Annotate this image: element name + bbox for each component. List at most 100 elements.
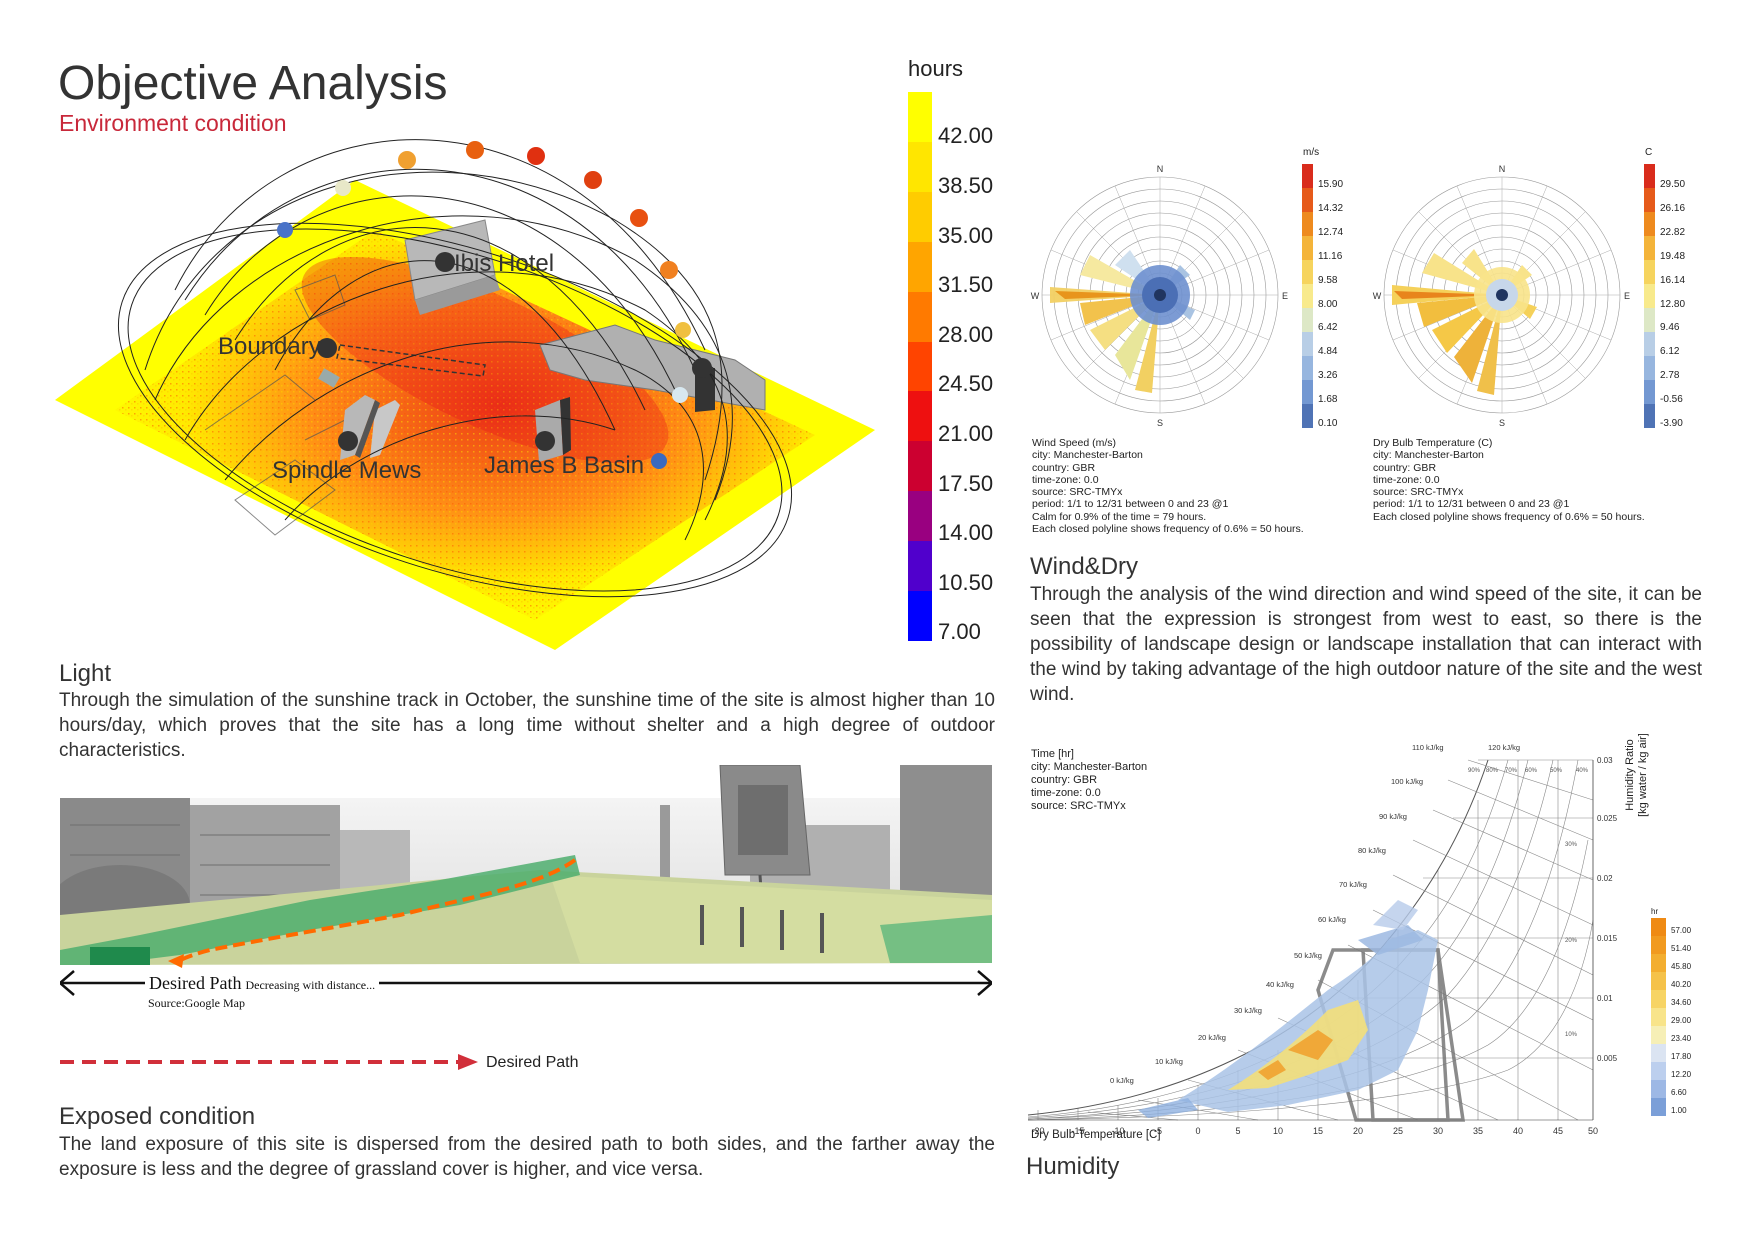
svg-text:70%: 70% xyxy=(1505,768,1518,774)
label-ibis-hotel: Ibis Hotel xyxy=(454,250,555,277)
wind-compass-s: S xyxy=(1157,418,1163,428)
page-title: Objective Analysis xyxy=(58,57,448,110)
photo-caption: Desired Path Decreasing with distance... xyxy=(145,973,380,994)
page-subtitle: Environment condition xyxy=(59,110,287,136)
wind-compass-w: W xyxy=(1031,291,1040,301)
svg-text:40%: 40% xyxy=(1576,768,1589,774)
desired-path-legend-label: Desired Path xyxy=(486,1054,579,1071)
label-james-b-basin: James B Basin xyxy=(484,452,645,479)
svg-text:-5: -5 xyxy=(1154,1126,1162,1136)
svg-text:50 kJ/kg: 50 kJ/kg xyxy=(1294,951,1322,960)
wind-dry-heading: Wind&Dry xyxy=(1030,553,1139,580)
photo-source: Source:Google Map xyxy=(148,996,245,1010)
svg-text:0.025: 0.025 xyxy=(1597,814,1618,823)
temp-compass-s: S xyxy=(1499,418,1505,428)
desired-path-line xyxy=(173,858,577,965)
marker-ibis xyxy=(435,252,455,272)
svg-text:20%: 20% xyxy=(1565,938,1578,944)
psychro-xlabel: Dry Bulb Temperature [C] xyxy=(1031,1129,1161,1141)
wind-compass-n: N xyxy=(1157,164,1164,174)
svg-text:40: 40 xyxy=(1513,1126,1523,1136)
svg-text:20: 20 xyxy=(1353,1126,1363,1136)
svg-text:50%: 50% xyxy=(1550,768,1563,774)
wind-dry-body: Through the analysis of the wind directi… xyxy=(1030,584,1702,705)
temp-rose-meta: Dry Bulb Temperature (C) city: Mancheste… xyxy=(1373,437,1645,523)
svg-text:100 kJ/kg: 100 kJ/kg xyxy=(1391,777,1423,786)
label-spindle-mews: Spindle Mews xyxy=(272,457,422,484)
site-photo xyxy=(60,765,992,996)
desired-path-legend-arrow xyxy=(60,1054,478,1070)
svg-text:15: 15 xyxy=(1313,1126,1323,1136)
psychro-rh-labels: 90% 80% 70% 60% 50% 40% 30% 20% 10% xyxy=(1468,768,1589,1038)
boundary-outline xyxy=(336,344,486,377)
marker-james xyxy=(535,431,555,451)
marker-east xyxy=(692,358,712,378)
svg-text:80 kJ/kg: 80 kJ/kg xyxy=(1358,846,1386,855)
exposed-body: The land exposure of this site is disper… xyxy=(59,1134,995,1180)
sun-positions xyxy=(277,141,691,469)
svg-text:0.005: 0.005 xyxy=(1597,1054,1618,1063)
svg-text:80%: 80% xyxy=(1486,768,1499,774)
svg-text:35: 35 xyxy=(1473,1126,1483,1136)
psychrometric-chart: -20 -15 -10 -5 0 5 10 15 20 25 30 35 40 … xyxy=(1028,743,1618,1136)
svg-text:-20: -20 xyxy=(1031,1126,1044,1136)
svg-text:60%: 60% xyxy=(1525,768,1538,774)
grass-strip xyxy=(60,855,580,965)
svg-text:25: 25 xyxy=(1393,1126,1403,1136)
temp-legend-unit: C xyxy=(1645,147,1653,158)
svg-text:30%: 30% xyxy=(1565,842,1578,848)
sun-legend-unit: hours xyxy=(908,56,964,81)
marker-spindle xyxy=(338,431,358,451)
temp-compass-n: N xyxy=(1499,164,1506,174)
svg-text:0.02: 0.02 xyxy=(1597,874,1613,883)
svg-text:-15: -15 xyxy=(1071,1126,1084,1136)
psychro-enthalpy-labels: 0 kJ/kg 10 kJ/kg 20 kJ/kg 30 kJ/kg 40 kJ… xyxy=(1110,743,1520,1085)
wind-legend-unit: m/s xyxy=(1303,147,1320,158)
sunshine-map xyxy=(55,139,875,650)
temperature-rose: N E S W xyxy=(1373,164,1630,428)
sun-legend-bar xyxy=(908,92,932,641)
exposed-heading: Exposed condition xyxy=(59,1103,256,1130)
svg-text:0: 0 xyxy=(1195,1126,1200,1136)
svg-text:120 kJ/kg: 120 kJ/kg xyxy=(1488,743,1520,752)
psychro-y-ticks: 0.03 0.025 0.02 0.015 0.01 0.005 xyxy=(1597,756,1618,1063)
svg-text:30: 30 xyxy=(1433,1126,1443,1136)
svg-text:90 kJ/kg: 90 kJ/kg xyxy=(1379,812,1407,821)
psychro-meta: Time [hr] city: Manchester-Barton countr… xyxy=(1031,748,1148,812)
temp-compass-e: E xyxy=(1624,291,1630,301)
label-boundary: Boundary xyxy=(218,333,321,360)
wind-rose-meta: Wind Speed (m/s) city: Manchester-Barton… xyxy=(1032,437,1304,536)
svg-text:0.03: 0.03 xyxy=(1597,756,1613,765)
svg-text:10%: 10% xyxy=(1565,1032,1578,1038)
svg-text:-10: -10 xyxy=(1111,1126,1124,1136)
svg-text:10 kJ/kg: 10 kJ/kg xyxy=(1155,1057,1183,1066)
temp-legend-bar xyxy=(1644,164,1655,428)
psychro-ylabel: Humidity Ratio [kg water / kg air] xyxy=(1624,733,1649,817)
wind-legend-bar xyxy=(1302,164,1313,428)
psychro-legend-unit: hr xyxy=(1651,907,1659,916)
psychro-data-cloud xyxy=(1138,900,1438,1118)
psychro-legend-bar xyxy=(1651,918,1666,1116)
svg-text:110 kJ/kg: 110 kJ/kg xyxy=(1412,743,1444,752)
psychro-x-ticks: -20 -15 -10 -5 0 5 10 15 20 25 30 35 40 … xyxy=(1031,1126,1598,1136)
svg-text:20 kJ/kg: 20 kJ/kg xyxy=(1198,1033,1226,1042)
light-heading: Light xyxy=(59,660,112,687)
svg-text:60 kJ/kg: 60 kJ/kg xyxy=(1318,915,1346,924)
svg-text:0.01: 0.01 xyxy=(1597,994,1613,1003)
wind-compass-e: E xyxy=(1282,291,1288,301)
svg-text:90%: 90% xyxy=(1468,768,1481,774)
svg-text:70 kJ/kg: 70 kJ/kg xyxy=(1339,880,1367,889)
svg-text:5: 5 xyxy=(1235,1126,1240,1136)
wind-rose: N E S W xyxy=(1031,164,1288,428)
humidity-heading: Humidity xyxy=(1026,1153,1120,1180)
svg-text:30 kJ/kg: 30 kJ/kg xyxy=(1234,1006,1262,1015)
svg-text:0 kJ/kg: 0 kJ/kg xyxy=(1110,1076,1134,1085)
sun-path-dome xyxy=(117,139,793,598)
temp-compass-w: W xyxy=(1373,291,1382,301)
light-body: Through the simulation of the sunshine t… xyxy=(59,690,995,761)
svg-text:45: 45 xyxy=(1553,1126,1563,1136)
svg-text:50: 50 xyxy=(1588,1126,1598,1136)
svg-text:10: 10 xyxy=(1273,1126,1283,1136)
svg-text:40 kJ/kg: 40 kJ/kg xyxy=(1266,980,1294,989)
svg-text:0.015: 0.015 xyxy=(1597,934,1618,943)
